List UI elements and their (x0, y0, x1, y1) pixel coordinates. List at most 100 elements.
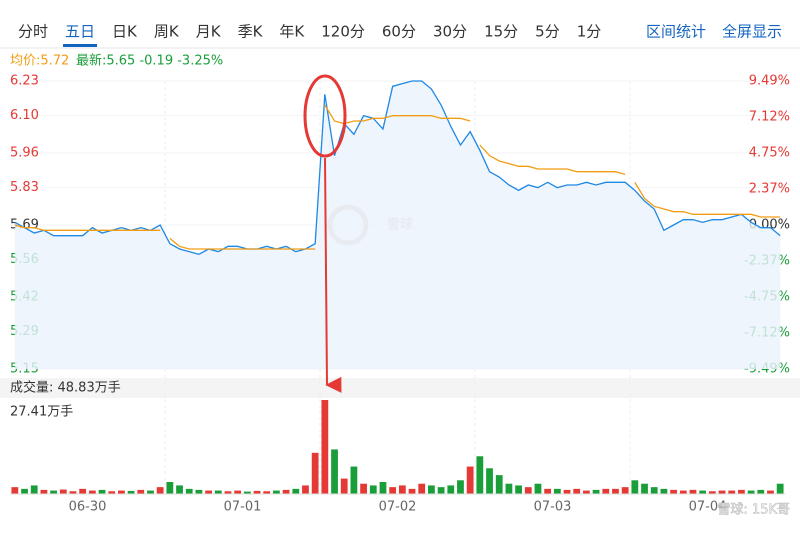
volume-bar (166, 481, 174, 494)
y-tick-label: 6.23 (10, 74, 39, 89)
volume-bar (418, 483, 426, 494)
volume-bar (486, 468, 493, 494)
volume-bar (631, 480, 639, 494)
volume-bar (360, 483, 367, 494)
volume-bar (612, 488, 619, 494)
volume-bar (311, 452, 319, 494)
tab[interactable]: 5分 (535, 23, 560, 41)
avg-price: 均价:5.72 (10, 54, 69, 69)
volume-bar (495, 475, 503, 494)
volume-bar (137, 489, 145, 494)
volume-header (0, 378, 800, 398)
volume-bar (583, 490, 590, 494)
volume-bar (127, 490, 135, 494)
volume-bar (156, 487, 164, 494)
volume-bar (515, 485, 522, 494)
tab[interactable]: 1分 (577, 23, 602, 41)
volume-bar (147, 490, 154, 494)
volume-bar (602, 488, 610, 494)
volume-bar (263, 491, 271, 494)
volume-bar (621, 487, 629, 494)
volume-bar (592, 489, 600, 494)
tab[interactable]: 五日 (65, 23, 95, 41)
y2-tick-label: 9.49% (749, 74, 790, 89)
tab[interactable]: 15分 (484, 23, 518, 41)
price-line (14, 80, 781, 256)
volume-bar (195, 489, 203, 494)
highlight-ellipse (303, 74, 347, 158)
latest-price: 最新:5.65 -0.19 -3.25% (76, 53, 223, 69)
volume-bar (185, 488, 193, 494)
volume-bar (679, 490, 687, 494)
plot: 6.236.105.965.835.695.565.425.295.159.49… (10, 74, 790, 515)
volume-bar (534, 483, 542, 494)
watermark-logo (327, 204, 369, 246)
x-tick-label: 06-30 (69, 500, 107, 515)
price-area (14, 81, 781, 369)
volume-bar (398, 485, 406, 494)
tab[interactable]: 30分 (433, 23, 467, 41)
volume-bar (302, 485, 309, 494)
volume-bar (59, 489, 67, 494)
volume-bar (728, 490, 736, 494)
tab[interactable]: 季K (238, 23, 264, 41)
volume-bar (40, 489, 48, 494)
volume-max-label: 27.41万手 (10, 405, 73, 420)
tab[interactable]: 120分 (321, 23, 365, 41)
volume-bar (176, 485, 183, 494)
tab[interactable]: 60分 (382, 23, 416, 41)
volume-bar (389, 487, 397, 494)
volume-bar (350, 466, 358, 494)
volume-bar (650, 487, 658, 494)
volume-bar (563, 489, 571, 494)
tab[interactable]: 年K (279, 23, 305, 41)
volume-bar (408, 488, 416, 494)
volume-bar (50, 490, 57, 494)
volume-bar (457, 480, 464, 494)
volume-bar (757, 489, 765, 494)
x-tick-label: 07-03 (534, 500, 572, 515)
volume-bar (660, 488, 668, 494)
tab[interactable]: 分时 (18, 23, 48, 41)
volume-bar (641, 483, 648, 494)
y-tick-label: 5.96 (10, 146, 39, 161)
volume-bar (88, 490, 96, 494)
volume-bar (118, 490, 125, 494)
volume-bar (108, 491, 116, 494)
tool-tab[interactable]: 区间统计 (646, 23, 706, 41)
volume-bar (524, 487, 532, 494)
volume-bar (466, 466, 474, 494)
tab[interactable]: 周K (154, 23, 180, 41)
volume-bar (670, 489, 677, 494)
volume-bar (273, 490, 280, 494)
x-tick-label: 07-01 (224, 500, 262, 515)
volume-bar (340, 478, 348, 494)
watermark: 雪球 (387, 217, 414, 233)
tab[interactable]: 日K (112, 23, 138, 41)
volume-bar (321, 400, 329, 494)
volume-bar (331, 449, 338, 494)
y-tick-label: 5.83 (10, 180, 39, 195)
volume-bar (21, 488, 28, 494)
volume-bar (708, 491, 716, 494)
volume-bar (369, 485, 377, 494)
volume-bar (767, 490, 774, 494)
volume-bar (437, 487, 445, 494)
tab[interactable]: 月K (196, 23, 222, 41)
volume-bar (747, 490, 755, 494)
y2-tick-label: 2.37% (749, 182, 790, 197)
volume-bar (282, 489, 290, 494)
volume-bar (11, 487, 19, 494)
y2-tick-label: 4.75% (749, 145, 790, 160)
volume-bar (718, 490, 726, 494)
volume-bar (234, 490, 242, 494)
tool-tab[interactable]: 全屏显示 (722, 23, 782, 41)
highlight-arrow (324, 157, 342, 393)
volume-bar (205, 490, 212, 494)
volume-title: 成交量: 48.83万手 (10, 380, 121, 396)
volume-bar (292, 488, 300, 494)
volume-bar (379, 481, 387, 494)
